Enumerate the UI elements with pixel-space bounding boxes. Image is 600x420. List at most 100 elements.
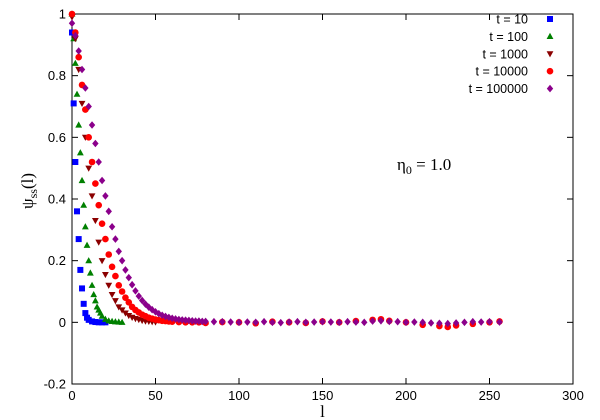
data-point	[411, 318, 418, 326]
data-point	[76, 149, 84, 156]
data-point	[72, 159, 79, 165]
data-point	[91, 217, 99, 225]
data-point	[152, 308, 159, 316]
data-point	[102, 235, 109, 243]
data-point	[92, 319, 99, 326]
data-point	[336, 318, 343, 327]
data-point	[192, 317, 199, 325]
data-point	[436, 319, 443, 328]
data-point	[199, 317, 206, 326]
data-point	[122, 310, 129, 317]
data-point	[155, 309, 163, 318]
data-point	[68, 19, 76, 28]
legend-marker	[546, 84, 554, 93]
data-point	[210, 317, 218, 326]
data-point	[98, 312, 106, 319]
data-point	[469, 317, 476, 326]
data-point	[88, 193, 96, 200]
data-point	[112, 235, 119, 243]
data-point	[452, 319, 460, 327]
data-point	[73, 90, 81, 97]
data-point	[135, 292, 142, 300]
data-point	[294, 317, 301, 326]
y-tick-label: -0.2	[44, 377, 66, 392]
data-point	[69, 29, 75, 36]
data-point	[369, 317, 376, 325]
data-point	[98, 220, 106, 227]
y-axis-label-sub: ss	[26, 189, 40, 199]
data-point	[88, 158, 96, 166]
data-point	[227, 318, 234, 326]
x-tick-label: 200	[395, 388, 417, 403]
y-tick-label: 0.4	[48, 192, 66, 207]
series-2	[68, 10, 126, 325]
data-point	[244, 318, 251, 326]
data-point	[85, 102, 92, 111]
data-point	[310, 318, 318, 326]
data-point	[85, 257, 93, 264]
data-point	[95, 158, 102, 166]
data-point	[477, 318, 485, 326]
data-point	[86, 269, 94, 276]
data-point	[82, 84, 89, 92]
data-point	[75, 121, 83, 128]
y-tick-label: 0.6	[48, 130, 66, 145]
data-point	[302, 318, 309, 327]
data-point	[92, 139, 99, 148]
legend-label: t = 100000	[469, 82, 528, 96]
data-point	[80, 201, 88, 208]
y-tick-label: 0.2	[48, 253, 66, 268]
data-point	[118, 256, 126, 265]
y-tick-label: 1	[59, 7, 66, 22]
data-point	[99, 319, 106, 326]
data-point	[85, 316, 92, 323]
data-point	[235, 318, 243, 327]
x-tick-label: 50	[148, 388, 162, 403]
data-point	[142, 300, 149, 308]
x-tick-label: 150	[312, 388, 334, 403]
legend-marker	[547, 16, 553, 22]
data-point	[81, 223, 89, 230]
data-point	[112, 272, 119, 280]
legend-label: t = 1000	[482, 47, 528, 61]
data-point	[85, 165, 93, 172]
data-point	[82, 310, 89, 317]
series-1	[69, 29, 109, 326]
data-point	[102, 192, 109, 200]
data-point	[72, 31, 79, 40]
data-point	[91, 297, 99, 304]
data-point	[115, 247, 122, 256]
y-tick-label: 0	[59, 315, 66, 330]
eta-annotation-tail: = 1.0	[412, 155, 451, 174]
data-point	[108, 291, 116, 299]
data-point	[79, 285, 86, 292]
legend-label: t = 100	[489, 30, 528, 44]
data-point	[285, 318, 293, 326]
data-point	[105, 207, 112, 216]
x-axis-label: l	[320, 402, 325, 420]
data-point	[277, 318, 284, 327]
data-point	[108, 263, 116, 271]
data-point	[88, 121, 96, 129]
data-point	[98, 258, 106, 265]
data-point	[125, 298, 133, 306]
legend: t = 10 t = 100 t = 1000 t = 10000 t = 100000	[469, 13, 554, 96]
y-tick-label: 0.8	[48, 68, 66, 83]
data-point	[68, 10, 76, 18]
data-point	[98, 176, 106, 185]
data-point	[377, 316, 385, 325]
eta-annotation-base: η	[397, 155, 406, 174]
data-point	[75, 236, 82, 243]
data-point	[219, 317, 226, 326]
legend-marker	[546, 51, 554, 58]
data-point	[105, 251, 113, 258]
data-point	[427, 319, 435, 327]
data-point	[108, 222, 116, 231]
data-point	[112, 298, 119, 305]
data-point	[105, 282, 113, 289]
data-point	[125, 312, 133, 320]
data-point	[78, 65, 86, 74]
data-point	[269, 318, 276, 327]
x-tick-label: 250	[479, 388, 501, 403]
